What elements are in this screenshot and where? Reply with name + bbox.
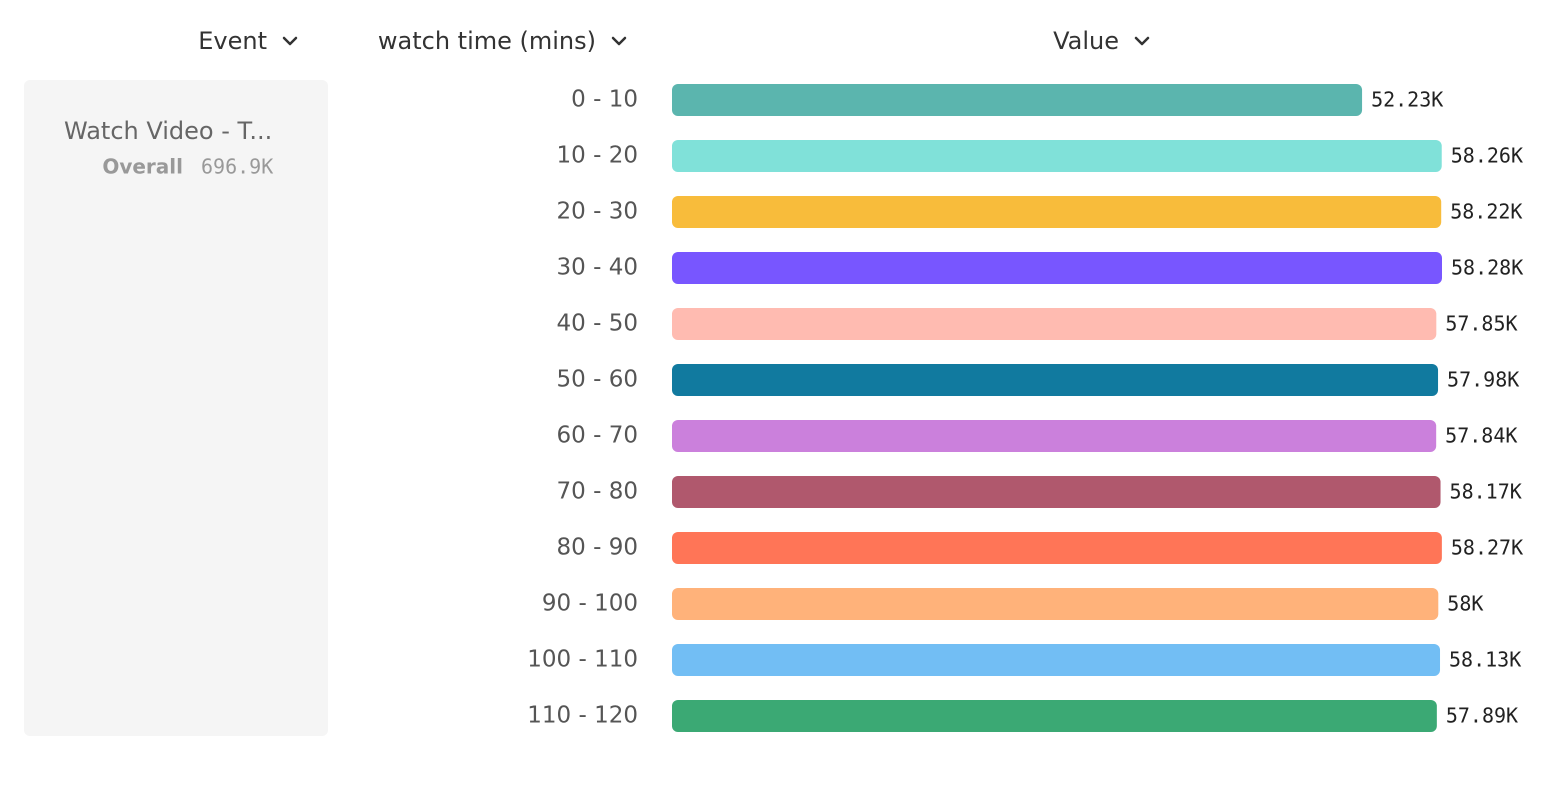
event-panel [24,80,328,736]
category-label: 10 - 20 [557,143,638,169]
bar[interactable] [672,420,1437,452]
bar[interactable] [672,140,1442,172]
value-label: 58.22K [1450,200,1522,224]
chevron[interactable] [282,36,298,46]
category-label: 100 - 110 [527,647,638,673]
overall-label: Overall [102,155,183,179]
value-label: 57.89K [1446,704,1518,728]
category-label: 60 - 70 [557,423,638,449]
value-label: 58.28K [1451,256,1523,280]
bar[interactable] [672,644,1441,676]
bar[interactable] [672,700,1437,732]
bar[interactable] [672,308,1437,340]
bar[interactable] [672,476,1441,508]
value-label: 58.27K [1451,536,1523,560]
value-label: 57.85K [1445,312,1517,336]
bar[interactable] [672,252,1442,284]
bar[interactable] [672,84,1363,116]
overall-value: 696.9K [201,155,273,179]
bar[interactable] [672,532,1442,564]
value-label: 58.13K [1449,648,1521,672]
value-label: 58K [1447,592,1483,616]
column-header[interactable]: watch time (mins) [378,27,596,55]
column-header[interactable]: Value [1053,27,1119,55]
value-label: 58.17K [1450,480,1522,504]
chevron[interactable] [1134,36,1150,46]
category-label: 0 - 10 [571,87,638,113]
category-label: 20 - 30 [557,199,638,225]
bar[interactable] [672,364,1439,396]
bar[interactable] [672,588,1439,620]
category-label: 90 - 100 [542,591,638,617]
value-label: 57.84K [1445,424,1517,448]
event-name[interactable]: Watch Video - T... [64,117,272,145]
bar[interactable] [672,196,1442,228]
value-label: 57.98K [1447,368,1519,392]
value-label: 58.26K [1451,144,1523,168]
value-label: 52.23K [1371,88,1443,112]
category-label: 50 - 60 [557,367,638,393]
category-label: 70 - 80 [557,479,638,505]
category-label: 80 - 90 [557,535,638,561]
chevron[interactable] [611,36,627,46]
column-header[interactable]: Event [198,27,267,55]
category-label: 30 - 40 [557,255,638,281]
category-label: 110 - 120 [527,703,638,729]
category-label: 40 - 50 [557,311,638,337]
